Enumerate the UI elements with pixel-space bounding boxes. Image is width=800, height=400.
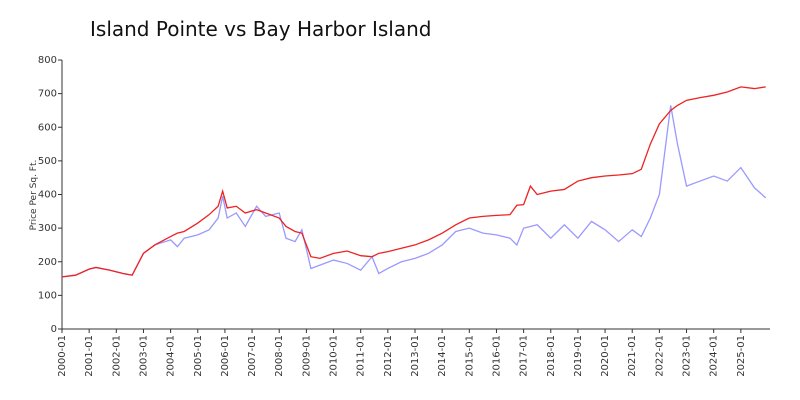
series-line (61, 86, 766, 278)
x-tick-label: 2002-01 (111, 335, 122, 377)
y-tick-label: 400 (38, 190, 57, 201)
x-tick-label: 2010-01 (329, 335, 340, 377)
y-tick-label: 600 (38, 122, 57, 133)
x-tick-label: 2020-01 (600, 335, 611, 377)
x-tick-label: 2022-01 (654, 335, 665, 377)
x-tick-label: 2016-01 (491, 335, 502, 377)
x-tick-label: 2006-01 (220, 335, 231, 377)
x-tick-label: 2018-01 (546, 335, 557, 377)
x-tick-label: 2003-01 (138, 335, 149, 377)
x-tick-label: 2013-01 (410, 335, 421, 377)
x-tick-label: 2007-01 (247, 335, 258, 377)
x-tick-label: 2008-01 (274, 335, 285, 377)
x-tick-label: 2014-01 (437, 335, 448, 377)
x-tick-label: 2024-01 (709, 335, 720, 377)
chart-title: Island Pointe vs Bay Harbor Island (90, 17, 432, 41)
series-line (61, 105, 767, 278)
x-tick-label: 2017-01 (519, 335, 530, 377)
x-tick-label: 2011-01 (356, 335, 367, 377)
x-tick-label: 2019-01 (573, 335, 584, 377)
x-tick-label: 2009-01 (301, 335, 312, 377)
x-tick-label: 2004-01 (166, 335, 177, 377)
y-tick-label: 700 (38, 89, 57, 100)
x-tick-label: 2015-01 (464, 335, 475, 377)
x-tick-label: 2001-01 (84, 335, 95, 377)
x-tick-label: 2023-01 (682, 335, 693, 377)
y-tick-label: 0 (51, 324, 57, 335)
y-axis-label: Price Per Sq. Ft. (29, 160, 39, 231)
y-tick-label: 100 (38, 290, 57, 301)
y-tick-label: 200 (38, 257, 57, 268)
x-tick-label: 2005-01 (193, 335, 204, 377)
y-tick-label: 500 (38, 156, 57, 167)
y-tick-label: 800 (38, 55, 57, 66)
x-tick-label: 2012-01 (383, 335, 394, 377)
x-tick-label: 2025-01 (736, 335, 747, 377)
y-tick-label: 300 (38, 223, 57, 234)
x-tick-label: 2000-01 (57, 335, 68, 377)
x-tick-label: 2021-01 (627, 335, 638, 377)
